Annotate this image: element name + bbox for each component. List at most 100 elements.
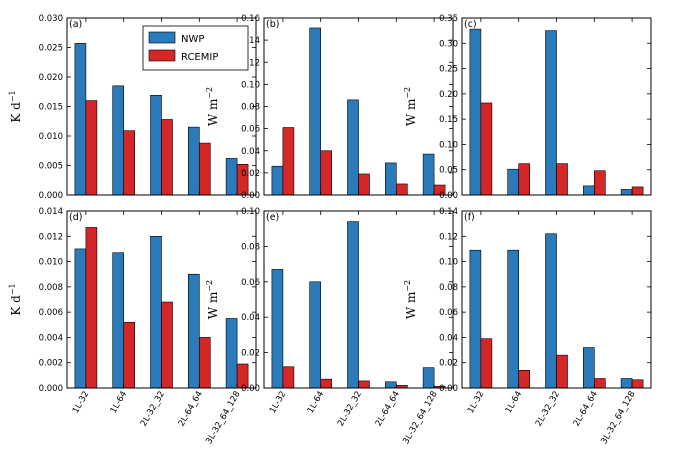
bar-nwp-0 — [271, 269, 284, 389]
y-tick-label: 0.005 — [39, 162, 63, 172]
y-axis-label: W m−2 — [205, 280, 220, 319]
panel-label: (b) — [266, 19, 279, 30]
bar-nwp-2 — [545, 30, 557, 196]
bar-rcemip-3 — [395, 183, 408, 196]
bar-nwp-2 — [150, 235, 162, 389]
bar-nwp-3 — [582, 185, 595, 196]
y-axis-label-unit: W m — [206, 98, 220, 126]
bar-nwp-2 — [347, 221, 359, 389]
y-tick-label: 0.08 — [439, 283, 458, 293]
bar-nwp-4 — [620, 189, 633, 196]
bar-rcemip-3 — [199, 337, 211, 389]
x-tick-label: 3L-32_64_128 — [401, 390, 439, 446]
bar-nwp-3 — [384, 381, 397, 389]
x-tick-label: 3L-32_64_128 — [599, 390, 637, 446]
y-axis-label: W m−2 — [205, 87, 220, 126]
bar-nwp-4 — [225, 318, 238, 389]
bar-rcemip-0 — [282, 366, 295, 389]
bar-nwp-4 — [225, 158, 238, 196]
bar-rcemip-4 — [631, 379, 644, 389]
y-tick-label: 0.04 — [439, 333, 458, 343]
y-tick-label: 0.000 — [39, 384, 63, 394]
bar-nwp-4 — [422, 153, 435, 196]
y-tick-label: 0.04 — [241, 313, 260, 323]
bar-rcemip-2 — [556, 163, 568, 196]
bar-nwp-0 — [74, 43, 87, 196]
bar-nwp-1 — [507, 249, 520, 389]
y-tick-label: 0.10 — [439, 140, 458, 150]
y-tick-label: 0.08 — [241, 103, 260, 113]
y-axis-label-exponent: −2 — [403, 87, 412, 99]
y-tick-label: 0.014 — [39, 207, 63, 217]
x-tick-label: 2L-64_64 — [572, 390, 600, 429]
bar-nwp-2 — [545, 233, 557, 389]
y-tick-label: 0.02 — [241, 169, 260, 179]
y-tick-label: 0.06 — [241, 125, 260, 135]
bar-rcemip-1 — [518, 369, 531, 389]
y-tick-label: 0.04 — [241, 147, 260, 157]
y-tick-label: 0.35 — [439, 14, 458, 24]
y-axis-label-exponent: −1 — [8, 90, 17, 102]
y-axis-label-exponent: −2 — [205, 87, 214, 99]
y-axis-label-unit: W m — [404, 98, 418, 126]
y-tick-label: 0.010 — [39, 258, 63, 268]
panel-f: 0.00 0.02 0.04 0.06 0.08 0.10 0.12 0.14 1L-32 1L-… — [403, 207, 652, 446]
x-tick-label: 2L-64_64 — [177, 390, 205, 429]
y-tick-label: 0.10 — [439, 258, 458, 268]
y-axis-label-unit: K d — [9, 295, 23, 316]
y-tick-label: 0.00 — [439, 191, 458, 201]
x-tick-label: 2L-32_32 — [534, 390, 562, 429]
legend-swatch-nwp — [148, 31, 176, 44]
x-tick-label: 1L-64 — [306, 390, 327, 416]
bar-nwp-1 — [507, 168, 520, 196]
x-tick-label: 1L-32 — [71, 390, 92, 416]
bar-rcemip-1 — [320, 378, 333, 389]
y-axis-label-unit: W m — [206, 291, 220, 319]
bar-rcemip-1 — [320, 150, 333, 196]
y-tick-label: 0.16 — [241, 14, 260, 24]
x-tick-label: 1L-64 — [109, 390, 130, 416]
bar-rcemip-0 — [282, 127, 295, 196]
y-tick-label: 0.25 — [439, 65, 458, 75]
y-tick-label: 0.12 — [439, 232, 458, 242]
y-axis-label-exponent: −2 — [205, 280, 214, 292]
panel-label: (c) — [464, 19, 477, 30]
bar-rcemip-2 — [161, 301, 173, 389]
panel-label: (e) — [266, 212, 279, 223]
x-tick-label: 2L-32_32 — [139, 390, 167, 429]
bar-rcemip-1 — [123, 321, 135, 389]
y-tick-label: 0.006 — [39, 308, 63, 318]
y-tick-label: 0.00 — [439, 384, 458, 394]
bar-rcemip-0 — [480, 102, 493, 196]
y-tick-label: 0.05 — [439, 166, 458, 176]
x-tick-label: 1L-32 — [268, 390, 289, 416]
y-axis-label: K d−1 — [8, 90, 23, 122]
bar-nwp-1 — [309, 281, 322, 389]
bar-rcemip-2 — [358, 380, 370, 389]
bar-nwp-1 — [309, 27, 322, 196]
bar-rcemip-2 — [556, 354, 568, 389]
y-tick-label: 0.30 — [439, 39, 458, 49]
bar-rcemip-3 — [593, 378, 606, 389]
bar-rcemip-3 — [199, 142, 211, 196]
x-tick-label: 2L-64_64 — [374, 390, 402, 429]
bar-nwp-3 — [582, 347, 595, 389]
bar-nwp-3 — [188, 273, 200, 389]
x-tick-label: 1L-64 — [504, 390, 525, 416]
panel-label: (a) — [69, 19, 82, 30]
bar-nwp-0 — [74, 248, 87, 389]
legend: NWP RCEMIP — [142, 25, 249, 71]
y-axis-label-exponent: −2 — [403, 280, 412, 292]
y-tick-label: 0.020 — [39, 73, 63, 83]
y-axis-label: W m−2 — [403, 280, 418, 319]
bar-rcemip-0 — [85, 100, 98, 196]
panel-d: 0.000 0.002 0.004 0.006 0.008 0.010 0.012 0.014… — [8, 207, 257, 446]
y-tick-label: 0.10 — [241, 80, 260, 90]
y-tick-label: 0.15 — [439, 115, 458, 125]
y-tick-label: 0.008 — [39, 283, 63, 293]
bar-nwp-0 — [271, 165, 284, 196]
bar-rcemip-2 — [358, 173, 370, 196]
y-axis-label: K d−1 — [8, 283, 23, 315]
y-tick-label: 0.012 — [39, 232, 63, 242]
